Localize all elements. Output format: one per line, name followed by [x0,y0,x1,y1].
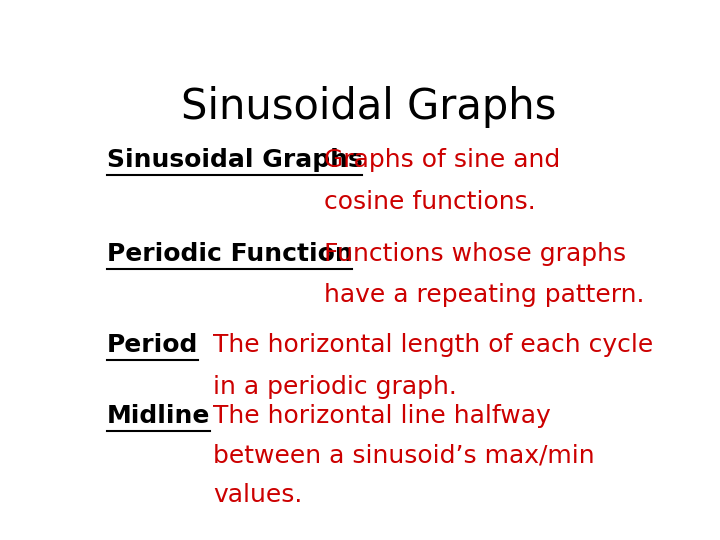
Text: Midline: Midline [107,404,210,428]
Text: Sinusoidal Graphs: Sinusoidal Graphs [181,85,557,127]
Text: values.: values. [213,483,302,507]
Text: have a repeating pattern.: have a repeating pattern. [324,283,645,307]
Text: The horizontal line halfway: The horizontal line halfway [213,404,551,428]
Text: Functions whose graphs: Functions whose graphs [324,241,626,266]
Text: Period: Period [107,333,198,357]
Text: Sinusoidal Graphs: Sinusoidal Graphs [107,148,362,172]
Text: The horizontal length of each cycle: The horizontal length of each cycle [213,333,653,357]
Text: in a periodic graph.: in a periodic graph. [213,375,456,399]
Text: between a sinusoid’s max/min: between a sinusoid’s max/min [213,443,595,467]
Text: Periodic Function: Periodic Function [107,241,353,266]
Text: cosine functions.: cosine functions. [324,190,536,213]
Text: Graphs of sine and: Graphs of sine and [324,148,561,172]
